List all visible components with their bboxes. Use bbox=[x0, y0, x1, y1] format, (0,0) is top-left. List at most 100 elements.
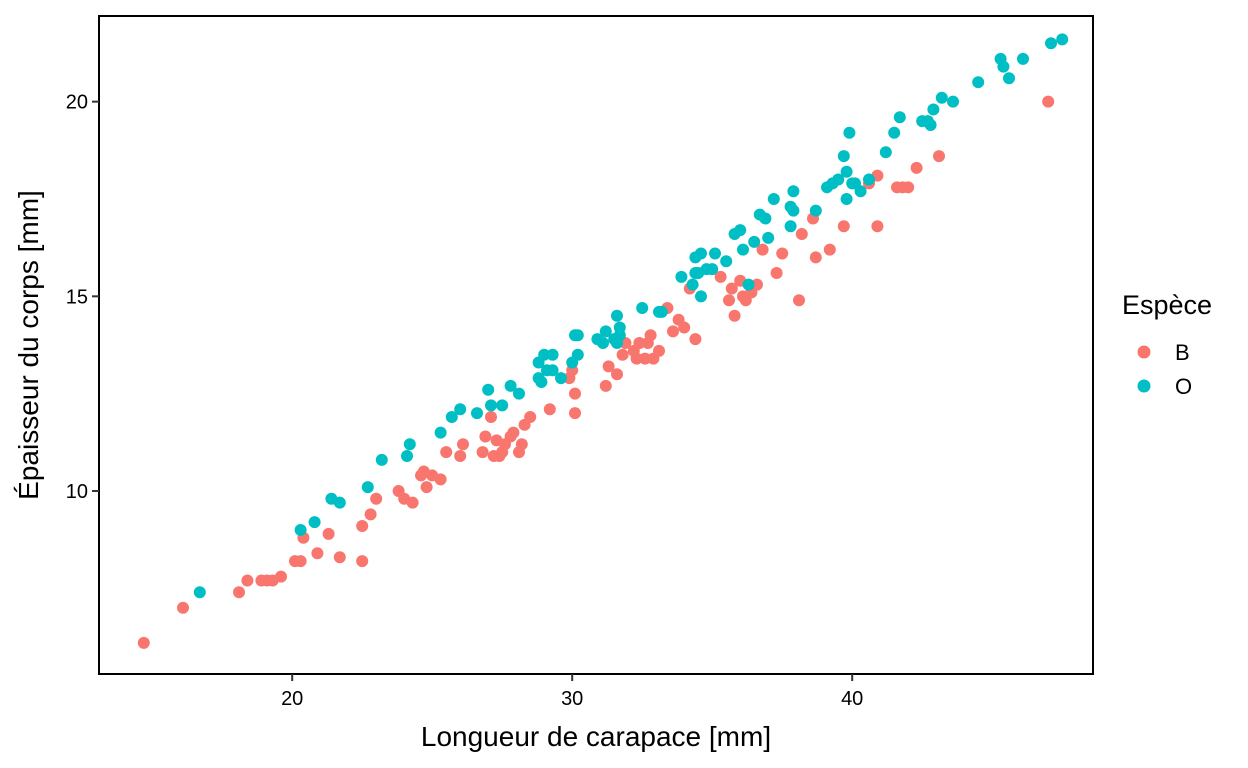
x-axis-ticks: 20 30 40 bbox=[281, 674, 863, 710]
data-point-o-25 bbox=[555, 372, 567, 385]
data-point-b-17 bbox=[370, 492, 383, 505]
data-point-b-60 bbox=[653, 344, 665, 357]
data-point-b-66 bbox=[689, 333, 702, 346]
data-point-b-27 bbox=[454, 449, 467, 462]
data-point-b-64 bbox=[678, 321, 691, 334]
data-point-o-54 bbox=[737, 243, 749, 256]
x-tick-label: 30 bbox=[561, 688, 583, 710]
data-point-o-85 bbox=[947, 95, 959, 108]
data-point-o-83 bbox=[927, 103, 940, 116]
data-point-b-58 bbox=[644, 329, 657, 342]
data-point-o-14 bbox=[485, 399, 497, 412]
data-point-b-2 bbox=[233, 586, 245, 599]
data-point-b-16 bbox=[364, 508, 377, 521]
data-point-b-55 bbox=[633, 337, 646, 350]
data-point-b-76 bbox=[756, 243, 769, 256]
data-point-b-54 bbox=[630, 352, 643, 365]
data-point-b-11 bbox=[311, 547, 324, 560]
data-point-o-71 bbox=[840, 165, 853, 178]
data-point-o-50 bbox=[709, 247, 721, 260]
data-point-b-69 bbox=[725, 282, 738, 295]
data-point-b-20 bbox=[406, 496, 419, 509]
data-point-o-75 bbox=[854, 185, 867, 198]
data-point-b-83 bbox=[823, 243, 836, 256]
y-tick-label: 10 bbox=[66, 481, 88, 503]
data-point-o-5 bbox=[361, 481, 374, 494]
data-point-b-70 bbox=[728, 309, 741, 322]
data-point-o-7 bbox=[401, 449, 413, 462]
data-point-o-91 bbox=[1045, 37, 1057, 50]
data-point-o-77 bbox=[879, 146, 892, 159]
data-point-o-13 bbox=[482, 383, 495, 396]
data-point-b-26 bbox=[440, 446, 453, 459]
data-point-b-31 bbox=[485, 411, 497, 424]
data-point-o-12 bbox=[471, 407, 483, 420]
data-point-b-3 bbox=[241, 574, 254, 587]
data-point-o-21 bbox=[538, 348, 551, 361]
data-point-b-28 bbox=[457, 438, 469, 451]
data-point-b-92 bbox=[933, 150, 945, 163]
data-point-b-38 bbox=[507, 426, 520, 439]
data-point-o-2 bbox=[308, 516, 321, 529]
data-point-o-78 bbox=[888, 126, 901, 139]
legend-key-o bbox=[1137, 379, 1151, 393]
data-point-b-40 bbox=[515, 438, 528, 451]
data-point-b-50 bbox=[611, 368, 623, 381]
data-point-o-59 bbox=[762, 231, 775, 244]
data-point-o-70 bbox=[840, 192, 853, 205]
data-point-b-30 bbox=[479, 430, 492, 443]
data-point-o-42 bbox=[686, 278, 699, 291]
data-point-b-12 bbox=[322, 527, 335, 540]
data-point-b-9 bbox=[294, 555, 307, 568]
data-point-o-88 bbox=[997, 60, 1010, 73]
data-point-b-93 bbox=[1042, 95, 1055, 108]
data-point-o-86 bbox=[972, 76, 985, 89]
data-point-o-64 bbox=[787, 204, 800, 217]
data-point-o-16 bbox=[504, 379, 517, 392]
y-tick-label: 20 bbox=[66, 92, 88, 114]
data-point-o-82 bbox=[924, 119, 937, 132]
data-point-b-67 bbox=[714, 270, 727, 283]
data-point-o-29 bbox=[571, 348, 584, 361]
data-point-o-76 bbox=[863, 173, 875, 186]
data-point-o-31 bbox=[597, 337, 609, 350]
data-point-b-77 bbox=[770, 266, 783, 279]
data-point-o-79 bbox=[893, 111, 906, 124]
x-axis-title: Longueur de carapace [mm] bbox=[421, 721, 771, 752]
data-point-b-0 bbox=[137, 636, 150, 649]
data-point-b-1 bbox=[177, 601, 189, 614]
plot-points bbox=[137, 33, 1069, 649]
data-point-o-89 bbox=[1003, 72, 1015, 85]
legend-label-b: B bbox=[1175, 340, 1190, 365]
data-point-o-9 bbox=[434, 426, 447, 439]
data-point-b-48 bbox=[599, 379, 612, 392]
legend-title: Espèce bbox=[1122, 290, 1212, 320]
data-point-o-24 bbox=[546, 364, 559, 377]
data-point-o-10 bbox=[445, 411, 458, 424]
data-point-b-13 bbox=[333, 551, 346, 564]
data-point-b-43 bbox=[543, 403, 556, 416]
y-axis-title: Épaisseur du corps [mm] bbox=[13, 190, 44, 500]
data-point-o-4 bbox=[333, 496, 346, 509]
data-point-o-11 bbox=[454, 403, 467, 416]
data-point-o-40 bbox=[655, 305, 668, 318]
data-point-b-68 bbox=[723, 294, 735, 307]
data-point-o-41 bbox=[675, 270, 688, 283]
data-point-o-23 bbox=[546, 348, 559, 361]
data-point-o-53 bbox=[734, 224, 747, 237]
data-point-o-68 bbox=[832, 173, 845, 186]
data-point-o-8 bbox=[403, 438, 416, 451]
data-point-o-92 bbox=[1056, 33, 1069, 46]
legend-label-o: O bbox=[1175, 374, 1192, 399]
x-tick-label: 20 bbox=[281, 688, 303, 710]
data-point-o-32 bbox=[599, 325, 612, 338]
data-point-b-49 bbox=[602, 360, 615, 373]
data-point-b-14 bbox=[356, 555, 369, 568]
data-point-b-80 bbox=[795, 228, 808, 241]
data-point-o-69 bbox=[837, 150, 850, 163]
data-point-b-56 bbox=[639, 352, 651, 365]
data-point-o-90 bbox=[1017, 52, 1029, 65]
legend-key-b bbox=[1137, 345, 1151, 359]
data-point-b-42 bbox=[524, 411, 537, 424]
